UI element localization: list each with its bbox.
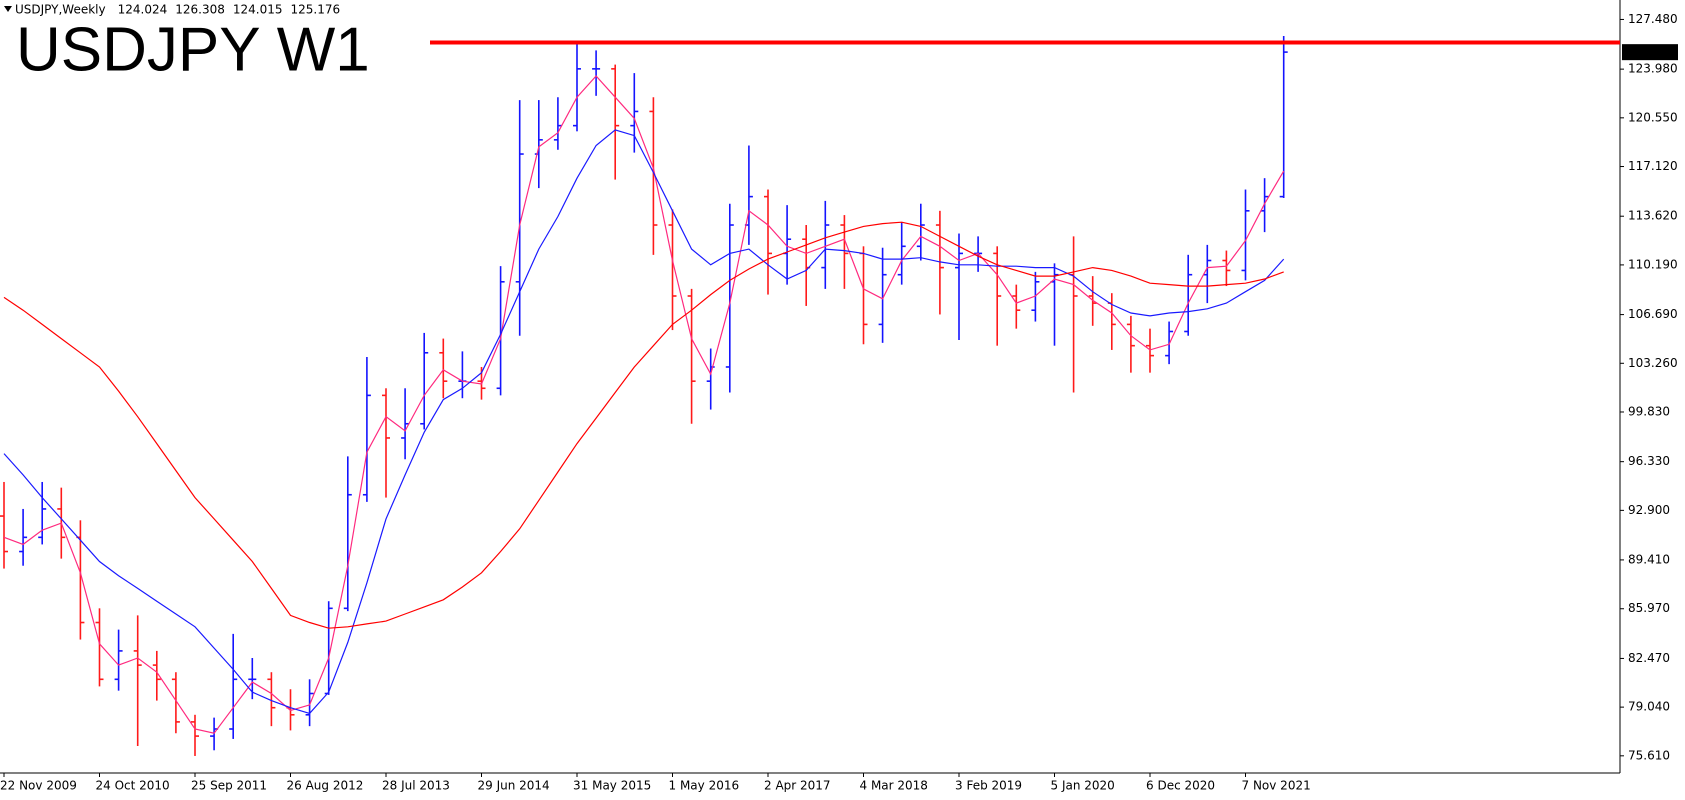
- y-tick-label: 103.260: [1628, 356, 1678, 370]
- bars: [0, 36, 1288, 756]
- x-tick-label: 29 Jun 2014: [478, 779, 550, 793]
- x-tick-label: 24 Oct 2010: [96, 779, 170, 793]
- y-tick-label: 113.620: [1628, 209, 1678, 223]
- y-tick-label: 85.970: [1628, 601, 1670, 615]
- header-value: 126.308: [175, 3, 225, 17]
- moving-average: [3, 129, 1285, 715]
- x-tick-label: 4 Mar 2018: [860, 779, 928, 793]
- y-tick-label: 92.900: [1628, 503, 1670, 517]
- moving-average: [3, 75, 1285, 734]
- y-tick-label: 82.470: [1628, 651, 1670, 665]
- y-tick-label: 123.980: [1628, 62, 1678, 76]
- y-tick-label: 117.120: [1628, 159, 1678, 173]
- header-value: 125.176: [290, 3, 340, 17]
- symbol-label: USDJPY,Weekly: [15, 3, 106, 17]
- y-tick-label: 106.690: [1628, 307, 1678, 321]
- x-tick-label: 22 Nov 2009: [0, 779, 77, 793]
- last-price-box: [1622, 44, 1678, 61]
- x-tick-label: 28 Jul 2013: [382, 779, 450, 793]
- y-tick-label: 79.040: [1628, 700, 1670, 714]
- x-tick-label: 3 Feb 2019: [955, 779, 1022, 793]
- y-tick-label: 96.330: [1628, 454, 1670, 468]
- x-tick-label: 25 Sep 2011: [191, 779, 267, 793]
- x-tick-label: 7 Nov 2021: [1242, 779, 1311, 793]
- moving-average: [3, 221, 1284, 629]
- x-tick-label: 2 Apr 2017: [764, 779, 831, 793]
- header-value: 124.024: [118, 3, 168, 17]
- y-tick-label: 89.410: [1628, 552, 1670, 566]
- last-price-label: 125.176: [1626, 45, 1676, 59]
- x-tick-label: 1 May 2016: [669, 779, 740, 793]
- y-tick-label: 110.190: [1628, 257, 1678, 271]
- x-tick-label: 5 Jan 2020: [1051, 779, 1115, 793]
- x-tick-label: 26 Aug 2012: [287, 779, 364, 793]
- y-tick-label: 127.480: [1628, 12, 1678, 26]
- x-tick-label: 31 May 2015: [573, 779, 651, 793]
- header-value: 124.015: [233, 3, 283, 17]
- y-tick-label: 99.830: [1628, 404, 1670, 418]
- chart-title: USDJPY W1: [16, 15, 370, 84]
- y-tick-label: 75.610: [1628, 748, 1670, 762]
- menu-icon[interactable]: [4, 6, 12, 12]
- y-tick-label: 120.550: [1628, 110, 1678, 124]
- x-tick-label: 6 Dec 2020: [1146, 779, 1215, 793]
